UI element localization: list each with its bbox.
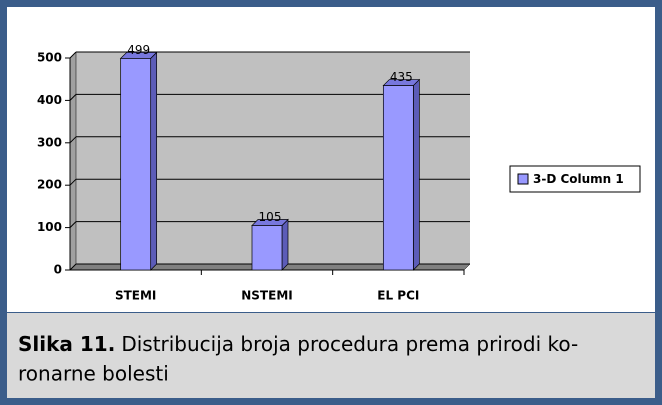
value-label: 435 [390,70,413,84]
grid-side [69,178,77,186]
grid-side [69,263,77,271]
y-tick-label: 100 [37,220,62,234]
bar [251,225,283,271]
grid-side [69,51,77,59]
grid-side [69,221,77,228]
y-tick-label: 200 [37,178,62,192]
bar-side [150,51,158,271]
y-tick-label: 0 [54,263,62,277]
y-tick-label: 400 [37,93,62,107]
legend-swatch [517,173,529,185]
x-tick-label: NSTEMI [241,289,292,303]
bar-side [281,218,289,271]
back-wall [76,52,470,264]
side-wall [69,51,77,271]
caption: Slika 11. Distribucija broja procedura pr… [18,332,578,356]
x-tick-label: STEMI [115,289,156,303]
grid-side [69,136,77,144]
value-label: 499 [127,43,150,57]
grid-side [69,94,77,101]
caption-line: ronarne bolesti [18,362,169,386]
caption-label: Slika 11. [18,332,115,356]
y-tick-label: 500 [37,51,62,65]
legend-label: 3-D Column 1 [533,172,624,186]
bar [120,58,152,271]
bar [382,85,414,271]
caption-line: Distribucija broja procedura prema priro… [121,332,578,356]
y-tick-label: 300 [37,135,62,149]
bar-side [412,78,420,271]
value-label: 105 [259,210,282,224]
caption-area [7,313,655,398]
x-tick-label: EL PCI [377,289,419,303]
legend [509,165,641,193]
